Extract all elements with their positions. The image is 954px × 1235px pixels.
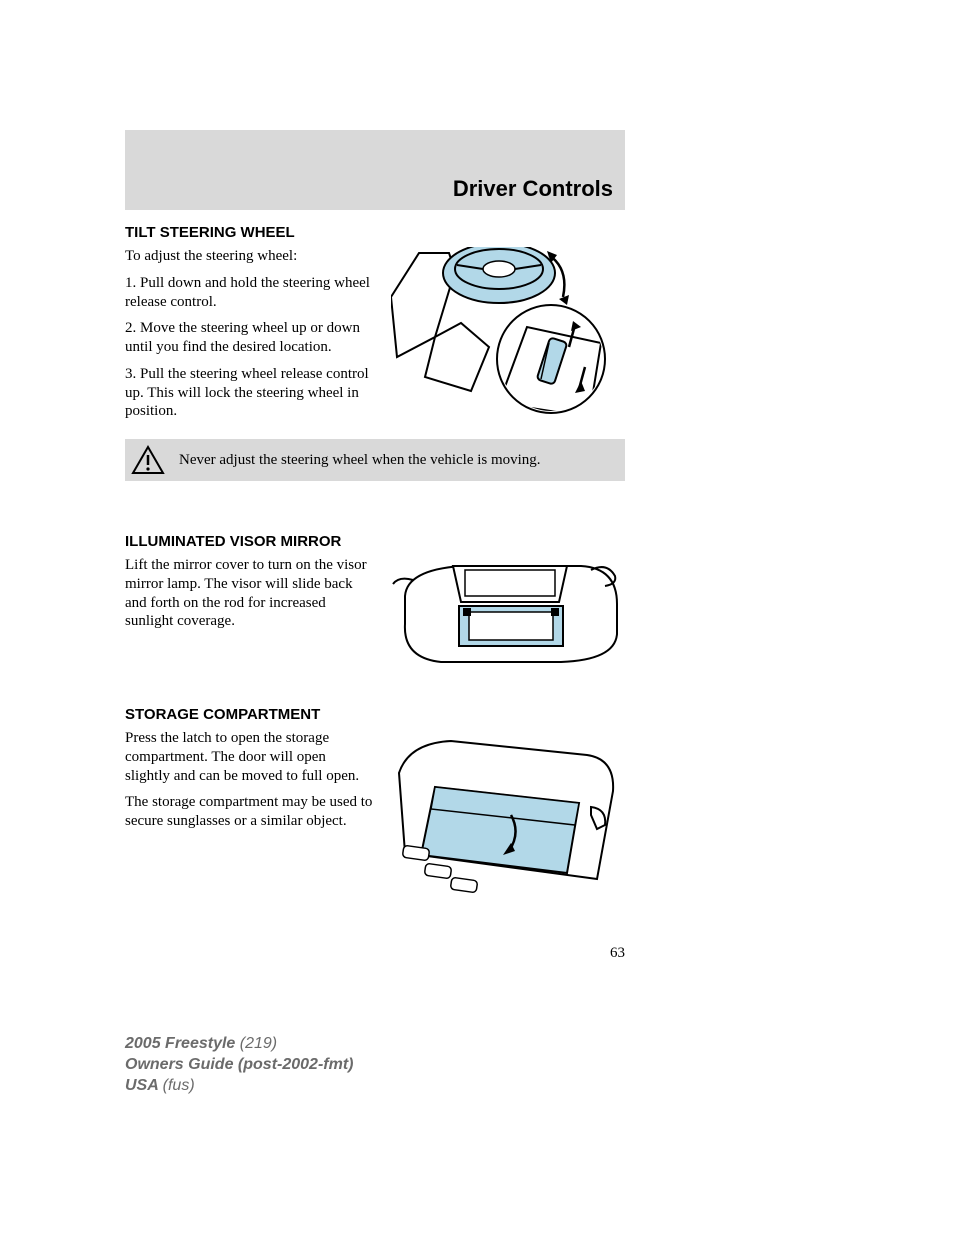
- section1-row: To adjust the steering wheel: 1. Pull do…: [125, 247, 825, 429]
- section3-text: Press the latch to open the storage comp…: [125, 729, 373, 839]
- section1-step3: 3. Pull the steering wheel release contr…: [125, 365, 373, 421]
- figure-storage: [391, 729, 825, 899]
- section1-step2: 2. Move the steering wheel up or down un…: [125, 319, 373, 357]
- warning-text: Never adjust the steering wheel when the…: [179, 451, 541, 470]
- section2-row: Lift the mirror cover to turn on the vis…: [125, 556, 825, 670]
- section2-body: Lift the mirror cover to turn on the vis…: [125, 556, 373, 631]
- footer-line3: USA (fus): [125, 1076, 353, 1097]
- section1-intro: To adjust the steering wheel:: [125, 247, 373, 266]
- page-content: Driver Controls TILT STEERING WHEEL To a…: [125, 130, 825, 962]
- steering-wheel-diagram-icon: [391, 247, 623, 417]
- warning-box: Never adjust the steering wheel when the…: [125, 439, 625, 481]
- section1-step1: 1. Pull down and hold the steering wheel…: [125, 274, 373, 312]
- visor-mirror-diagram-icon: [391, 556, 623, 670]
- section-heading-visor: ILLUMINATED VISOR MIRROR: [125, 533, 825, 550]
- footer-line2: Owners Guide (post-2002-fmt): [125, 1055, 353, 1076]
- storage-compartment-diagram-icon: [391, 729, 623, 899]
- section-heading-tilt: TILT STEERING WHEEL: [125, 224, 825, 241]
- figure-visor: [391, 556, 825, 670]
- footer-line1: 2005 Freestyle (219): [125, 1034, 353, 1055]
- section-heading-storage: STORAGE COMPARTMENT: [125, 706, 825, 723]
- section2-text: Lift the mirror cover to turn on the vis…: [125, 556, 373, 639]
- page-number: 63: [125, 945, 625, 962]
- header-bar: Driver Controls: [125, 130, 625, 210]
- figure-steering: [391, 247, 825, 417]
- section3-p1: Press the latch to open the storage comp…: [125, 729, 373, 785]
- chapter-title: Driver Controls: [453, 176, 613, 202]
- section3-p2: The storage compartment may be used to s…: [125, 793, 373, 831]
- section1-text: To adjust the steering wheel: 1. Pull do…: [125, 247, 373, 429]
- warning-triangle-icon: [131, 445, 165, 475]
- footer: 2005 Freestyle (219) Owners Guide (post-…: [125, 1034, 353, 1096]
- section3-row: Press the latch to open the storage comp…: [125, 729, 825, 899]
